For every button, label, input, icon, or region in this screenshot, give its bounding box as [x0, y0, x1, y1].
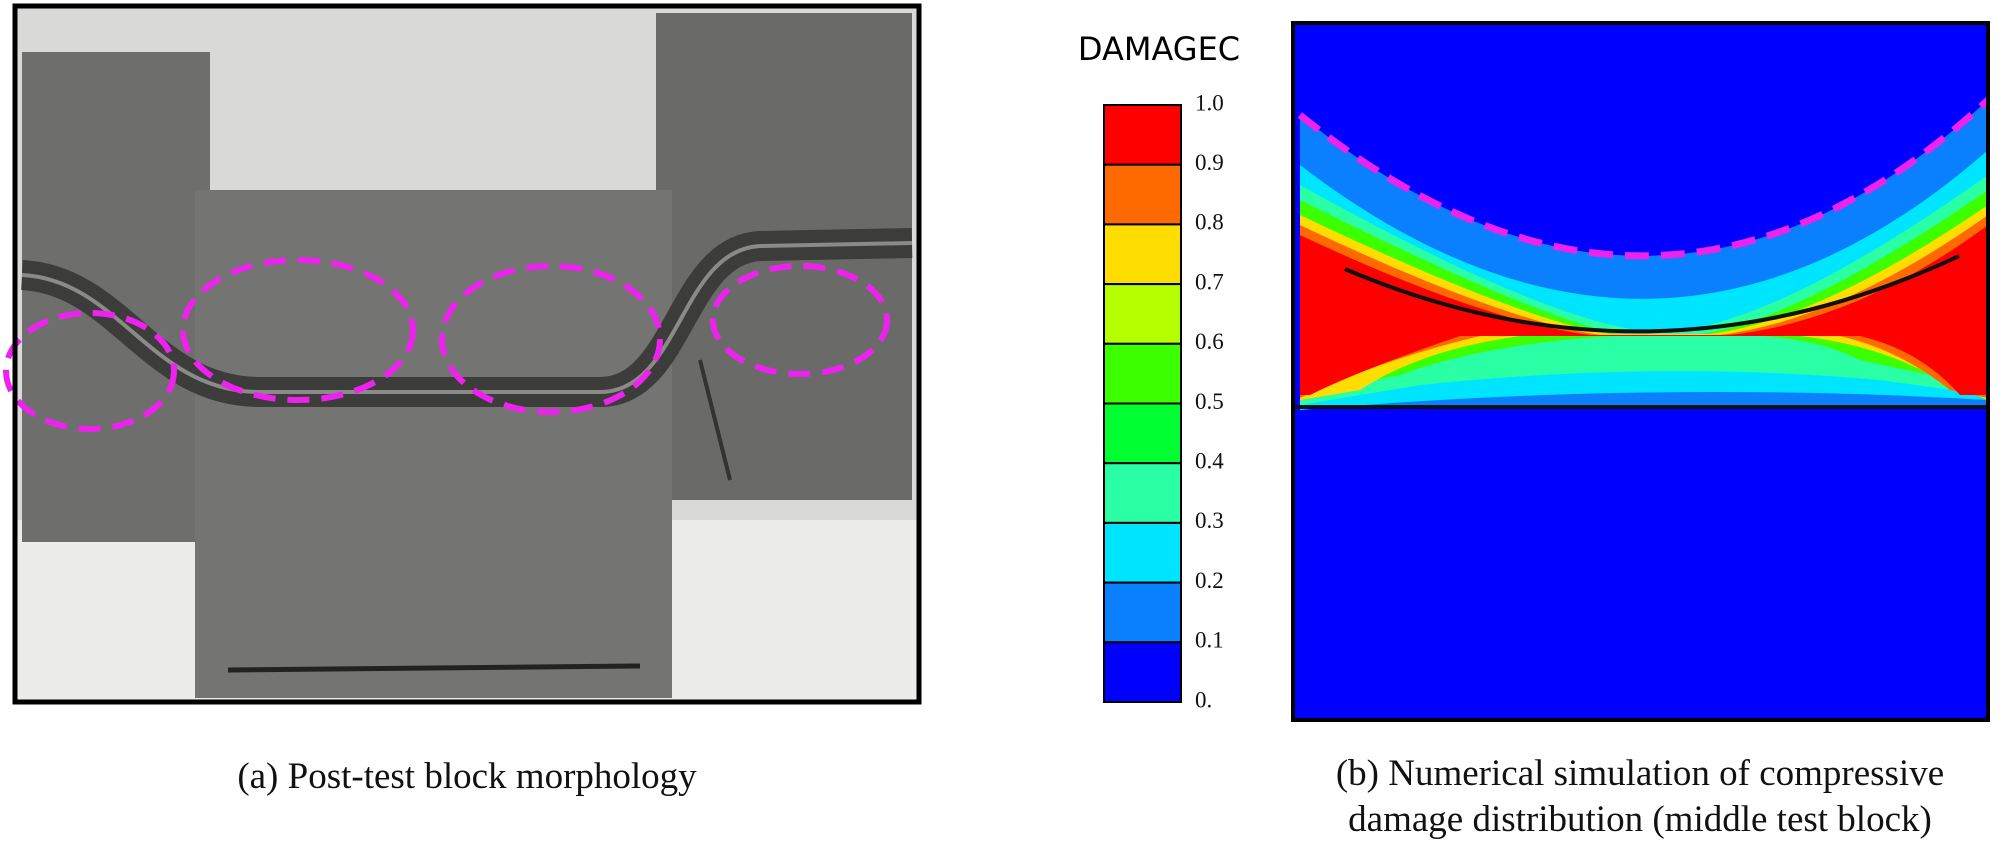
colorbar-label: 0.7 [1195, 269, 1224, 294]
legend-title: DAMAGEC [1078, 30, 1240, 68]
colorbar-band [1103, 223, 1182, 286]
colorbar-band [1103, 104, 1182, 166]
contour-band [1300, 225, 1988, 395]
strand-highlight [21, 241, 913, 394]
colorbar-label: 1.0 [1195, 90, 1224, 115]
damage-ellipse [439, 263, 663, 415]
colorbar-band [1103, 521, 1182, 584]
colorbar-label: 0.3 [1195, 508, 1224, 533]
caption: damage distribution (middle test block) [1348, 799, 1932, 840]
crack [227, 663, 641, 673]
colorbar-label: 0. [1195, 687, 1212, 712]
caption: (a) Post-test block morphology [237, 756, 697, 797]
photo-panel [3, 3, 922, 705]
photo-frame [12, 3, 922, 705]
colorbar-band [1103, 641, 1182, 703]
colorbar-band [1103, 402, 1182, 465]
colorbar: 1.0 0.9 0.8 0.7 0.6 0.5 0.4 0.3 0.2 0.1 0. [1103, 90, 1224, 712]
damage-ellipse [180, 257, 416, 403]
colorbar-band [1103, 342, 1182, 405]
colorbar-label: 0.1 [1195, 628, 1224, 653]
contour-band [1300, 190, 1988, 400]
crack [698, 359, 732, 481]
left-block [22, 52, 210, 542]
damage-ellipse [3, 310, 177, 432]
colorbar-band [1103, 163, 1182, 226]
contour-plot [1291, 21, 1991, 722]
colorbar-label: 0.9 [1195, 150, 1224, 175]
damage-outline [1297, 97, 1991, 260]
colorbar-label: 0.6 [1195, 329, 1224, 354]
caption: (b) Numerical simulation of compressive [1336, 753, 1944, 794]
colorbar-band [1103, 462, 1182, 524]
colorbar-label: 0.4 [1195, 448, 1224, 473]
colorbar-band [1103, 283, 1182, 345]
colorbar-band [1103, 581, 1182, 644]
colorbar-label: 0.8 [1195, 210, 1224, 235]
damage-ellipse [710, 263, 890, 377]
colorbar-label: 0.2 [1195, 568, 1224, 593]
contour-frame [1291, 21, 1990, 722]
colorbar-label: 0.5 [1195, 389, 1224, 414]
middle-block [195, 190, 672, 698]
boundary-curve [1344, 254, 1960, 334]
